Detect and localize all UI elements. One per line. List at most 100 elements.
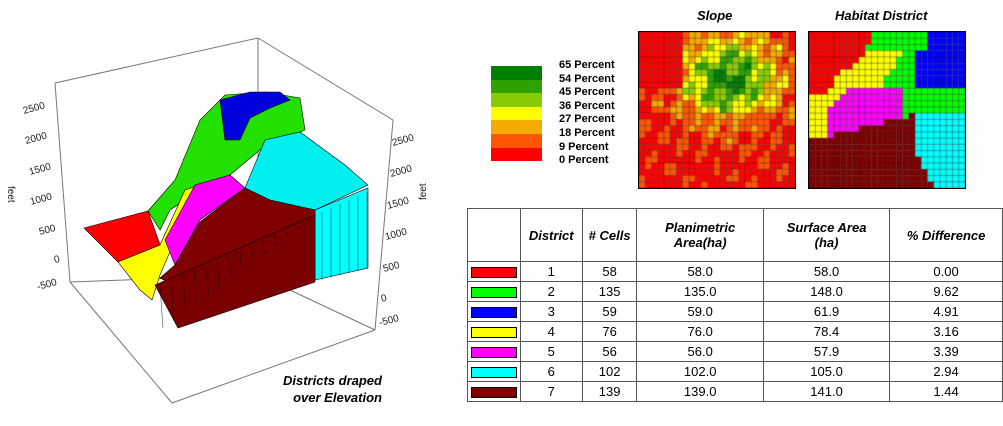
cell-district: 3 xyxy=(519,301,583,322)
left-axis-label: feet xyxy=(5,186,16,203)
cell-diff: 3.39 xyxy=(889,341,1003,362)
bar-edge xyxy=(262,239,265,255)
bar-edge xyxy=(182,274,186,312)
cell-diff: 2.94 xyxy=(889,361,1003,382)
cell-cells: 135 xyxy=(581,281,638,302)
legend-label: 54 Percent xyxy=(559,72,615,85)
header-planimetric: Planimetric Area(ha) xyxy=(636,208,764,262)
legend-swatch xyxy=(491,66,542,80)
left-tick-label: -500 xyxy=(36,277,59,293)
cell-surface: 57.9 xyxy=(762,341,891,362)
bar-edge xyxy=(296,224,300,230)
cell-cells: 56 xyxy=(581,341,638,362)
plot-caption: Districts draped over Elevation xyxy=(283,372,382,406)
cell-district: 7 xyxy=(519,381,583,402)
caption-line-2: over Elevation xyxy=(293,390,382,405)
district-table: District # Cells Planimetric Area(ha) Su… xyxy=(467,208,1003,402)
district-color-cell xyxy=(467,341,521,362)
slope-map-title: Slope xyxy=(697,8,733,23)
district-color-swatch xyxy=(470,327,517,339)
table-row: 5 56 56.0 57.9 3.39 xyxy=(467,341,1003,362)
cell-cells: 76 xyxy=(581,321,638,342)
district-color-cell xyxy=(467,261,521,282)
bar-edge xyxy=(251,244,255,263)
district-3-surface xyxy=(219,91,291,141)
cell-district: 6 xyxy=(519,361,583,382)
cell-diff: 3.16 xyxy=(889,321,1003,342)
cell-district: 4 xyxy=(519,321,583,342)
slope-map xyxy=(638,31,796,189)
legend-swatch xyxy=(491,106,542,121)
cell-diff: 4.91 xyxy=(889,301,1003,322)
district-color-swatch xyxy=(470,347,517,359)
legend-label: 27 Percent xyxy=(559,113,615,126)
cell-surface: 61.9 xyxy=(762,301,891,322)
cell-surface: 78.4 xyxy=(762,321,891,342)
cell-surface: 58.0 xyxy=(762,261,891,282)
right-tick-label: 2500 xyxy=(391,132,416,148)
bar-edge xyxy=(308,219,311,222)
table-row: 6 102 102.0 105.0 2.94 xyxy=(467,361,1003,382)
left-axis: 2500 2000 1500 1000 500 0 -500 feet xyxy=(5,100,62,292)
legend-swatch xyxy=(491,134,542,148)
bar-edge xyxy=(159,284,164,329)
bar-edge xyxy=(239,249,242,271)
right-tick-label: -500 xyxy=(378,313,401,329)
left-tick-label: 0 xyxy=(53,254,62,266)
right-tick-label: 500 xyxy=(382,260,401,275)
district-color-swatch xyxy=(470,287,517,299)
cell-diff: 1.44 xyxy=(889,381,1003,402)
cell-district: 2 xyxy=(519,281,583,302)
legend-swatch xyxy=(491,120,542,134)
header-color xyxy=(467,208,521,262)
right-tick-label: 1000 xyxy=(384,226,409,242)
cell-cells: 102 xyxy=(581,361,638,382)
legend-label: 36 Percent xyxy=(559,99,615,112)
bar-edge xyxy=(194,269,197,304)
elevation-3d-plot: 2500 2000 1500 1000 500 0 -500 feet 2500… xyxy=(5,37,429,404)
cell-district: 1 xyxy=(519,261,583,282)
district-color-swatch xyxy=(470,267,517,279)
cell-planimetric: 139.0 xyxy=(636,381,764,402)
right-tick-label: 1500 xyxy=(386,195,411,211)
district-color-cell xyxy=(467,361,521,382)
left-tick-label: 500 xyxy=(38,223,57,238)
cell-district: 5 xyxy=(519,341,583,362)
legend-swatch xyxy=(491,147,542,162)
header-difference: % Difference xyxy=(889,208,1003,262)
table-row: 2 135 135.0 148.0 9.62 xyxy=(467,281,1003,302)
cell-diff: 0.00 xyxy=(889,261,1003,282)
left-tick-label: 1000 xyxy=(29,191,54,207)
cell-planimetric: 135.0 xyxy=(636,281,764,302)
left-tick-label: 1500 xyxy=(28,161,53,177)
cell-planimetric: 56.0 xyxy=(636,341,764,362)
cell-cells: 59 xyxy=(581,301,638,322)
district-color-swatch xyxy=(470,307,517,319)
header-district: District xyxy=(519,208,583,262)
legend-swatch xyxy=(491,93,542,107)
legend-label: 45 Percent xyxy=(559,86,615,99)
right-axis-label: feet xyxy=(418,183,429,200)
legend-label: 0 Percent xyxy=(559,154,609,167)
header-cells: # Cells xyxy=(581,208,638,262)
legend-label: 9 Percent xyxy=(559,140,609,153)
right-tick-label: 2000 xyxy=(389,163,414,179)
bar-edge xyxy=(228,254,232,279)
table-row: 7 139 139.0 141.0 1.44 xyxy=(467,381,1003,402)
table-row: 4 76 76.0 78.4 3.16 xyxy=(467,321,1003,342)
cell-surface: 141.0 xyxy=(762,381,891,402)
district-color-cell xyxy=(467,281,521,302)
habitat-district-map xyxy=(808,31,966,189)
legend-swatch xyxy=(491,79,542,94)
left-tick-label: 2000 xyxy=(24,130,49,146)
district-color-cell xyxy=(467,381,521,402)
table-header-row: District # Cells Planimetric Area(ha) Su… xyxy=(467,208,1003,262)
district-color-cell xyxy=(467,301,521,322)
legend-label: 18 Percent xyxy=(559,127,615,139)
cell-planimetric: 76.0 xyxy=(636,321,764,342)
right-tick-label: 0 xyxy=(380,293,389,305)
district-color-swatch xyxy=(470,367,517,379)
bar-edge xyxy=(285,229,288,238)
cell-planimetric: 59.0 xyxy=(636,301,764,322)
cell-planimetric: 102.0 xyxy=(636,361,764,382)
